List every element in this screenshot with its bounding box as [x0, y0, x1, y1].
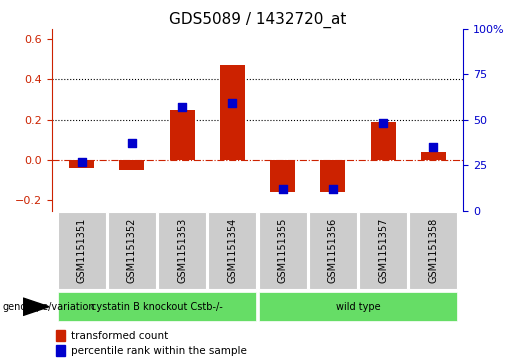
Text: GSM1151356: GSM1151356: [328, 218, 338, 283]
Bar: [56, 330, 65, 341]
FancyBboxPatch shape: [359, 212, 407, 289]
Text: GSM1151355: GSM1151355: [278, 218, 287, 283]
Text: cystatin B knockout Cstb-/-: cystatin B knockout Cstb-/-: [91, 302, 223, 312]
Point: [228, 101, 236, 106]
Point: [429, 144, 437, 150]
Polygon shape: [23, 298, 49, 315]
Bar: [169, 110, 195, 160]
Text: GSM1151351: GSM1151351: [77, 218, 87, 283]
FancyBboxPatch shape: [158, 212, 206, 289]
Text: GSM1151357: GSM1151357: [378, 218, 388, 283]
Bar: [371, 122, 396, 160]
Text: GSM1151352: GSM1151352: [127, 218, 137, 283]
Point: [78, 159, 86, 164]
Bar: [69, 160, 94, 168]
Text: transformed count: transformed count: [71, 331, 168, 341]
Bar: [119, 160, 144, 170]
Point: [379, 121, 387, 126]
Text: wild type: wild type: [336, 302, 380, 312]
FancyBboxPatch shape: [108, 212, 156, 289]
Bar: [421, 152, 446, 160]
Point: [329, 186, 337, 192]
Text: GSM1151353: GSM1151353: [177, 218, 187, 283]
FancyBboxPatch shape: [259, 212, 307, 289]
Point: [279, 186, 287, 192]
Bar: [270, 160, 295, 192]
Text: percentile rank within the sample: percentile rank within the sample: [71, 346, 247, 355]
FancyBboxPatch shape: [309, 212, 357, 289]
FancyBboxPatch shape: [58, 292, 256, 322]
Bar: [320, 160, 346, 192]
Text: genotype/variation: genotype/variation: [3, 302, 95, 312]
Point: [128, 140, 136, 146]
Title: GDS5089 / 1432720_at: GDS5089 / 1432720_at: [169, 12, 346, 28]
FancyBboxPatch shape: [259, 292, 457, 322]
Point: [178, 104, 186, 110]
Text: GSM1151354: GSM1151354: [228, 218, 237, 283]
Bar: [56, 345, 65, 356]
FancyBboxPatch shape: [208, 212, 256, 289]
FancyBboxPatch shape: [58, 212, 106, 289]
Bar: [220, 65, 245, 160]
Text: GSM1151358: GSM1151358: [428, 218, 438, 283]
FancyBboxPatch shape: [409, 212, 457, 289]
